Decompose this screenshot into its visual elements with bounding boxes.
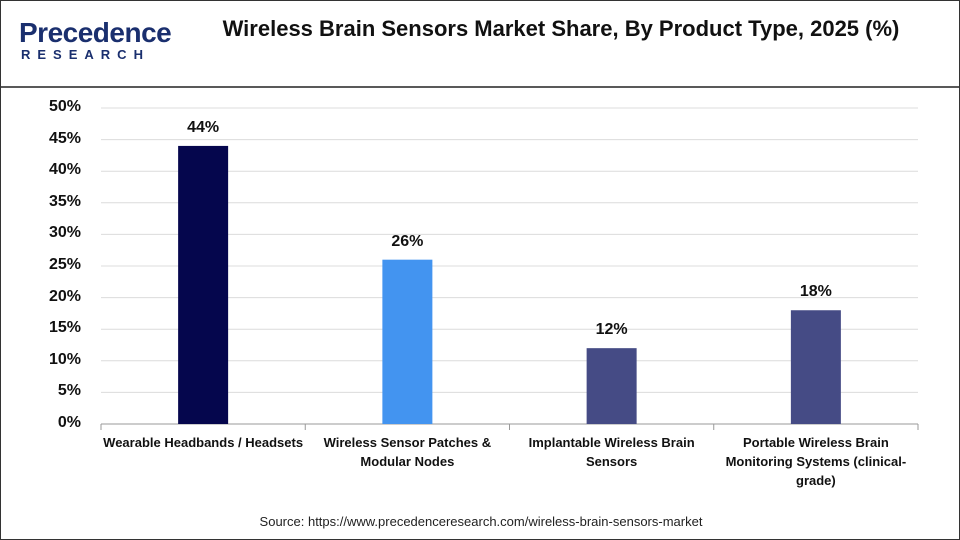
y-tick-label: 30% (48, 224, 81, 242)
bar (382, 259, 433, 424)
chart-title: Wireless Brain Sensors Market Share, By … (222, 16, 900, 41)
y-tick-label: 5% (57, 382, 81, 400)
y-tick-label: 25% (48, 256, 81, 273)
y-tick-label: 40% (48, 161, 81, 179)
logo-tagline: RESEARCH (21, 47, 150, 62)
value-label: 12% (595, 321, 628, 339)
value-label: 44% (187, 118, 220, 136)
value-label: 18% (799, 283, 832, 301)
y-tick-label: 15% (48, 319, 81, 337)
x-tick-label: Wireless Sensor Patches & Modular Nodes (323, 435, 492, 469)
y-tick-label: 45% (48, 129, 81, 147)
bar (586, 348, 637, 424)
x-tick-label: Wearable Headbands / Headsets (103, 435, 304, 450)
x-tick-label: Implantable Wireless Brain Sensors (528, 435, 695, 469)
bar (790, 310, 841, 424)
x-tick-label: Portable Wireless Brain Monitoring Syste… (725, 435, 907, 488)
y-tick-label: 20% (48, 287, 81, 305)
y-tick-label: 0% (57, 414, 81, 431)
source: Source: https://www.precedenceresearch.c… (259, 514, 703, 529)
value-label: 26% (391, 232, 424, 250)
logo-name: Precedence (19, 17, 172, 48)
y-tick-label: 35% (48, 192, 81, 210)
bar (178, 145, 229, 425)
y-tick-label: 50% (48, 98, 81, 115)
y-tick-label: 10% (48, 350, 81, 368)
